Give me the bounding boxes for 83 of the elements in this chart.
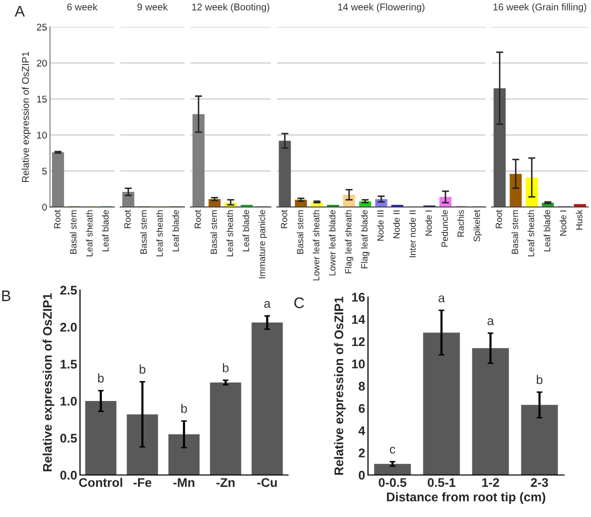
y-tick-label: 5: [42, 168, 47, 175]
annotation: b: [536, 374, 542, 384]
x-tick-label: Root: [496, 210, 502, 228]
text: C: [294, 297, 304, 308]
y-axis-title: Relative expression of OsZIP1: [22, 52, 31, 182]
x-tick-label: Root: [280, 210, 288, 228]
annotation: a: [438, 295, 445, 302]
annotation: c: [390, 446, 396, 454]
y-tick-label: 10: [37, 132, 47, 139]
chart-title: 16 week (Grain filling): [494, 3, 586, 12]
x-tick-label: Lower leaf sheath: [312, 210, 320, 280]
x-tick-label: Node III: [377, 210, 384, 241]
x-tick-label: Lower leaf blade: [328, 210, 336, 276]
x-tick-label: Inter node II: [409, 210, 416, 258]
x-tick-label: 0.5-1: [428, 478, 456, 487]
x-tick-label: Basal stem: [210, 210, 218, 254]
x-tick-label: Node I: [560, 210, 566, 236]
x-tick-label: Basal stem: [512, 210, 518, 254]
y-tick-label: 0: [42, 204, 47, 211]
x-tick-label: Husk: [576, 210, 582, 230]
x-tick-label: Node I: [425, 210, 432, 236]
x-tick-label: Leaf sheath: [528, 210, 534, 256]
x-tick-label: Leaf blade: [172, 210, 179, 252]
annotation: b: [98, 373, 104, 383]
y-tick-label: 14: [352, 315, 366, 324]
x-tick-label: Leaf blade: [544, 210, 550, 252]
x-tick-label: Root: [194, 210, 201, 228]
x-tick-label: -Cu: [257, 478, 277, 487]
annotation: b: [181, 404, 187, 413]
x-tick-label: Flag leaf blade: [360, 210, 370, 268]
annotation: b: [222, 363, 229, 372]
y-tick-label: 0.0: [60, 470, 77, 480]
x-tick-label: Root: [54, 210, 60, 228]
x-tick-label: Rachis: [457, 210, 464, 237]
y-tick-label: 25: [36, 24, 47, 31]
x-tick-label: -Mn: [173, 478, 194, 487]
x-tick-label: Leaf sheath: [226, 210, 234, 256]
annotation: a: [264, 301, 271, 308]
annotation: a: [488, 318, 494, 326]
x-tick-label: Root: [124, 210, 131, 228]
x-tick-label: Basal stem: [296, 210, 304, 254]
x-tick-label: Basal stem: [140, 210, 147, 254]
y-tick-label: 2.5: [60, 286, 77, 295]
x-tick-label: Immature panicle: [258, 210, 267, 278]
x-tick-label: 0-0.5: [378, 478, 406, 487]
text: B: [2, 290, 10, 302]
chart-title: 12 week (Booting): [192, 3, 270, 12]
y-tick-label: 12: [352, 337, 365, 346]
chart-title: 6 week: [67, 3, 98, 10]
x-tick-label: Spikelet: [473, 210, 482, 242]
x-tick-label: Basal stem: [70, 210, 77, 254]
y-tick-label: 4: [358, 426, 366, 436]
y-tick-label: 2.0: [60, 322, 77, 332]
y-axis-title: Relative expression of OsZIP1: [42, 293, 54, 472]
x-tick-label: Peduncle: [441, 210, 448, 247]
x-tick-label: -Fe: [134, 478, 152, 487]
x-tick-label: 2-3: [530, 478, 548, 487]
chart-title: 14 week (Flowering): [338, 3, 424, 12]
y-tick-label: 0: [358, 470, 365, 480]
y-tick-label: 10: [352, 360, 365, 368]
y-tick-label: 1.0: [60, 396, 77, 406]
y-tick-label: 8: [358, 382, 365, 391]
x-tick-label: -Zn: [216, 478, 235, 487]
x-tick-label: 1-2: [482, 478, 500, 487]
y-tick-label: 16: [352, 292, 365, 302]
y-tick-label: 6: [358, 404, 365, 413]
y-tick-label: 20: [36, 60, 47, 67]
y-tick-label: 2: [358, 448, 365, 458]
y-tick-label: 1.5: [60, 360, 77, 369]
chart-title: 9 week: [137, 3, 168, 10]
x-tick-label: Control: [79, 478, 122, 487]
x-tick-label: Leaf sheath: [86, 210, 93, 256]
x-axis-title: Distance from root tip (cm): [386, 492, 546, 504]
y-tick-label: 0.5: [60, 434, 77, 443]
x-tick-label: Node II: [393, 210, 400, 238]
x-tick-label: Leaf blade: [242, 210, 250, 252]
x-tick-label: Flag leaf sheath: [344, 210, 354, 274]
annotation: b: [140, 364, 146, 374]
text: A: [14, 6, 25, 16]
x-tick-label: Leaf blade: [102, 210, 109, 252]
x-tick-label: Leaf sheath: [156, 210, 163, 256]
y-axis-title: Relative expression of OsZIP1: [334, 296, 346, 475]
y-tick-label: 15: [37, 96, 47, 103]
